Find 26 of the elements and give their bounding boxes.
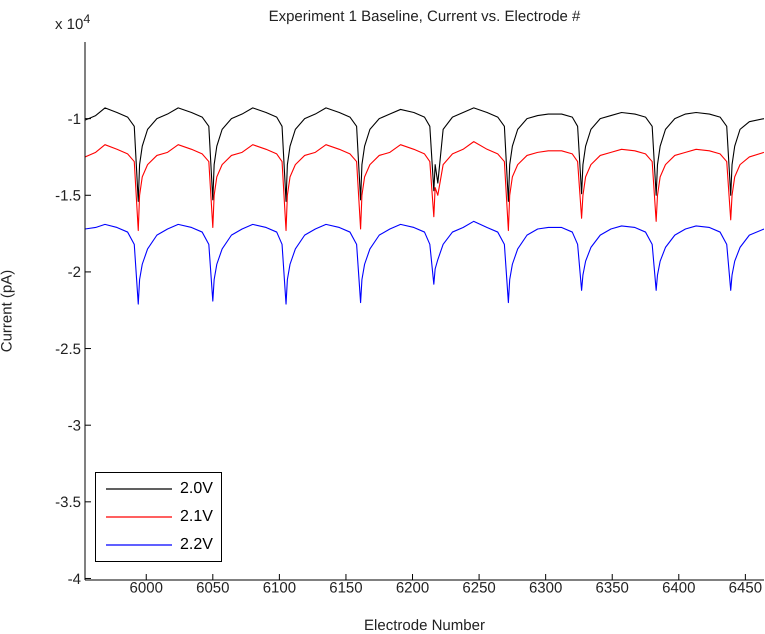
x-tick-label: 6150 — [329, 580, 363, 597]
x-tick-label: 6300 — [528, 580, 562, 597]
x-axis-title: Electrode Number — [364, 617, 485, 634]
x-tick-label: 6450 — [728, 580, 762, 597]
y-tick-label: -1 — [68, 110, 81, 128]
line-series — [85, 141, 764, 232]
x-tick-label: 6200 — [396, 580, 430, 597]
y-tick-label: -2.5 — [55, 340, 81, 358]
legend-label: 2.0V — [180, 480, 213, 498]
x-tick-label: 6400 — [662, 580, 696, 597]
y-tick-label: -1.5 — [55, 188, 81, 205]
line-series — [85, 220, 764, 305]
y-axis-title: Current (pA) — [0, 270, 16, 352]
legend-label: 2.1V — [180, 508, 213, 526]
x-tick-label: 6000 — [130, 580, 163, 597]
chart-title: Experiment 1 Baseline, Current vs. Electrode # — [268, 8, 580, 25]
x-tick-label: 6250 — [462, 580, 496, 597]
x-tick-label: 6350 — [596, 580, 629, 597]
y-tick-label: -2 — [68, 264, 81, 282]
legend-label: 2.2V — [180, 536, 213, 554]
x-tick-label: 6050 — [196, 580, 230, 597]
x-tick-label: 6100 — [262, 580, 296, 597]
text: x 10$^{4}$ — [55, 12, 90, 33]
y-tick-label: -3.5 — [55, 494, 81, 512]
y-tick-label: -3 — [68, 418, 81, 435]
y-tick-label: -4 — [68, 570, 81, 588]
